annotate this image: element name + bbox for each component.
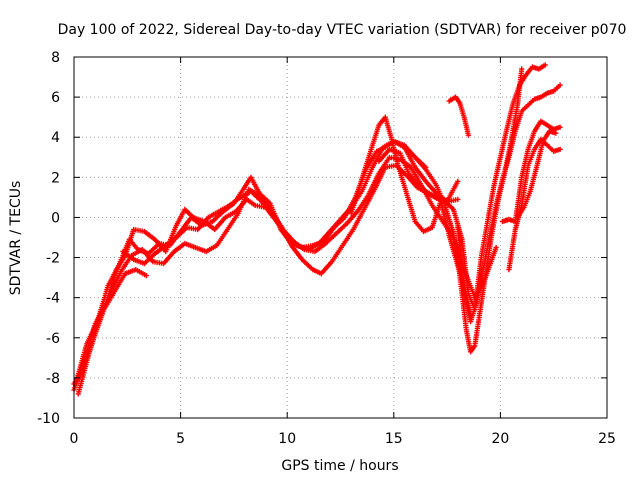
x-tick-label: 25 <box>598 431 616 447</box>
x-tick-label: 10 <box>278 431 296 447</box>
y-tick-label: -6 <box>46 331 60 347</box>
axis-ticks: 0 5 10 15 20 25 -10 -8 -6 -4 -2 0 2 4 6 8 <box>37 50 616 447</box>
x-tick-label: 15 <box>385 431 403 447</box>
y-axis-label: SDTVAR / TECUs <box>8 181 24 296</box>
grid <box>74 57 607 418</box>
y-tick-label: -4 <box>46 291 60 307</box>
y-tick-label: 2 <box>51 170 60 186</box>
y-tick-label: 0 <box>51 210 60 226</box>
x-tick-label: 0 <box>70 431 79 447</box>
y-tick-label: 6 <box>51 90 60 106</box>
series-track-12 <box>514 128 559 220</box>
series-track-13 <box>120 154 499 301</box>
data-series <box>71 62 563 397</box>
data-points <box>499 118 563 225</box>
x-tick-label: 5 <box>176 431 185 447</box>
series-track-9 <box>446 94 471 138</box>
y-tick-label: 4 <box>51 130 60 146</box>
series-track-10 <box>499 118 563 225</box>
chart-title: Day 100 of 2022, Sidereal Day-to-day VTE… <box>58 22 627 38</box>
data-points <box>514 128 559 220</box>
y-tick-label: -10 <box>37 411 60 427</box>
data-points <box>120 154 499 301</box>
series-track-3 <box>75 162 461 397</box>
x-tick-label: 20 <box>491 431 509 447</box>
series-track-11 <box>506 136 563 273</box>
data-points <box>446 94 471 138</box>
y-tick-label: -2 <box>46 251 60 267</box>
plot-frame <box>73 56 608 419</box>
y-tick-label: 8 <box>51 50 60 66</box>
data-points <box>75 162 461 397</box>
data-points <box>506 136 563 273</box>
x-axis-label: GPS time / hours <box>281 458 398 474</box>
y-tick-label: -8 <box>46 371 60 387</box>
